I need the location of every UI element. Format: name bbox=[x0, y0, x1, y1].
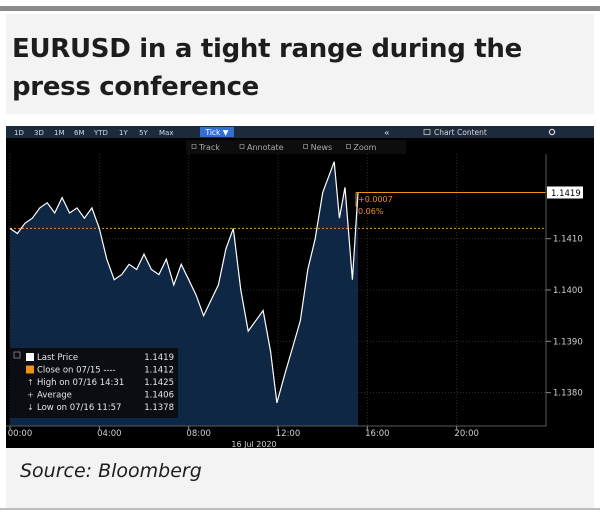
legend-value-3: 1.1406 bbox=[144, 391, 174, 401]
range-button-5y[interactable]: 5Y bbox=[139, 129, 148, 137]
range-button-3d[interactable]: 3D bbox=[34, 129, 44, 137]
legend-value-2: 1.1425 bbox=[144, 378, 174, 388]
legend-label-4: Low on 07/16 11:57 bbox=[37, 403, 121, 413]
chart-svg: 1D 3D 1M 6M YTD 1Y 5Y Max Tick ▼ « Chart Conten… bbox=[6, 126, 594, 448]
range-button-max[interactable]: Max bbox=[159, 129, 173, 137]
last-price-label: 1.1419 bbox=[551, 189, 581, 199]
legend-glyph-3: + bbox=[27, 391, 34, 400]
annotate-icon bbox=[239, 144, 245, 149]
range-button-6m[interactable]: 6M bbox=[74, 129, 85, 137]
y-tick-label-1: 1.1390 bbox=[553, 337, 583, 347]
x-tick-label-5: 20:00 bbox=[454, 429, 479, 439]
chart-content-icon bbox=[423, 129, 431, 135]
tick-button[interactable]: Tick ▼ bbox=[204, 128, 228, 137]
legend: Last Price 1.1419 Close on 07/15 ---- 1.141… bbox=[13, 351, 174, 413]
range-button-1m[interactable]: 1M bbox=[54, 129, 65, 137]
zoom-icon bbox=[345, 144, 351, 149]
legend-box bbox=[10, 348, 178, 418]
tool-row bbox=[186, 140, 406, 154]
tool-track[interactable]: Track bbox=[198, 143, 220, 152]
source-note: Source: Bloomberg bbox=[20, 460, 202, 482]
x-tick-label-4: 16:00 bbox=[365, 429, 390, 439]
y-tick-label-3: 1.1410 bbox=[553, 235, 583, 245]
range-buttons: 1D 3D 1M 6M YTD 1Y 5Y Max bbox=[14, 129, 173, 137]
last-price-label-bg bbox=[547, 186, 583, 199]
gear-icon[interactable] bbox=[548, 128, 556, 136]
change-annotation-pct: 0.06% bbox=[358, 207, 384, 216]
collapse-button[interactable]: « bbox=[384, 129, 390, 139]
chart-title: EURUSD in a tight range during the press… bbox=[12, 34, 522, 102]
x-axis-ticks: 00:00 04:00 08:00 12:00 16:00 20:00 bbox=[8, 426, 479, 439]
tool-news[interactable]: News bbox=[311, 143, 333, 152]
x-tick-label-0: 00:00 bbox=[8, 429, 33, 439]
legend-value-0: 1.1419 bbox=[144, 353, 174, 363]
legend-toggle-icon bbox=[13, 351, 21, 359]
y-tick-label-0: 1.1380 bbox=[553, 389, 583, 399]
price-line bbox=[9, 161, 359, 404]
range-button-ytd[interactable]: YTD bbox=[93, 129, 108, 137]
x-tick-label-1: 04:00 bbox=[97, 429, 122, 439]
legend-value-4: 1.1378 bbox=[144, 403, 174, 413]
x-axis-date-label: 16 Jul 2020 bbox=[231, 440, 276, 448]
chart-content-button[interactable]: Chart Content bbox=[434, 128, 487, 137]
title-box bbox=[6, 14, 594, 114]
x-tick-label-3: 12:00 bbox=[276, 429, 301, 439]
bottom-rule bbox=[0, 508, 600, 510]
y-axis-ticks: 1.1380 1.1390 1.1400 1.1410 bbox=[546, 235, 583, 399]
news-icon bbox=[303, 144, 309, 149]
toolbar-bar bbox=[6, 126, 594, 138]
legend-label-2: High on 07/16 14:31 bbox=[37, 378, 124, 388]
tool-annotate[interactable]: Annotate bbox=[247, 143, 284, 152]
top-rule bbox=[0, 6, 600, 11]
legend-label-0: Last Price bbox=[37, 353, 78, 363]
track-icon bbox=[191, 144, 197, 149]
tool-buttons: Track Annotate News Zoom bbox=[191, 143, 377, 152]
legend-glyph-4: ↓ bbox=[27, 403, 34, 412]
range-button-1y[interactable]: 1Y bbox=[119, 129, 128, 137]
y-tick-label-2: 1.1400 bbox=[553, 286, 583, 296]
legend-label-1: Close on 07/15 ---- bbox=[37, 366, 116, 376]
range-button-1d[interactable]: 1D bbox=[14, 129, 24, 137]
legend-label-3: Average bbox=[37, 391, 72, 401]
tool-zoom[interactable]: Zoom bbox=[353, 143, 376, 152]
x-tick-label-2: 08:00 bbox=[186, 429, 211, 439]
change-annotation-abs: +0.0007 bbox=[358, 195, 393, 204]
source-box bbox=[6, 448, 594, 510]
chart-panel: 1D 3D 1M 6M YTD 1Y 5Y Max Tick ▼ « Chart Conten… bbox=[6, 126, 594, 448]
legend-swatch-1 bbox=[26, 365, 34, 374]
legend-glyph-2: ↑ bbox=[27, 378, 34, 387]
tick-button-bg[interactable] bbox=[200, 127, 234, 137]
legend-value-1: 1.1412 bbox=[144, 366, 174, 376]
legend-swatch-0 bbox=[26, 353, 34, 361]
